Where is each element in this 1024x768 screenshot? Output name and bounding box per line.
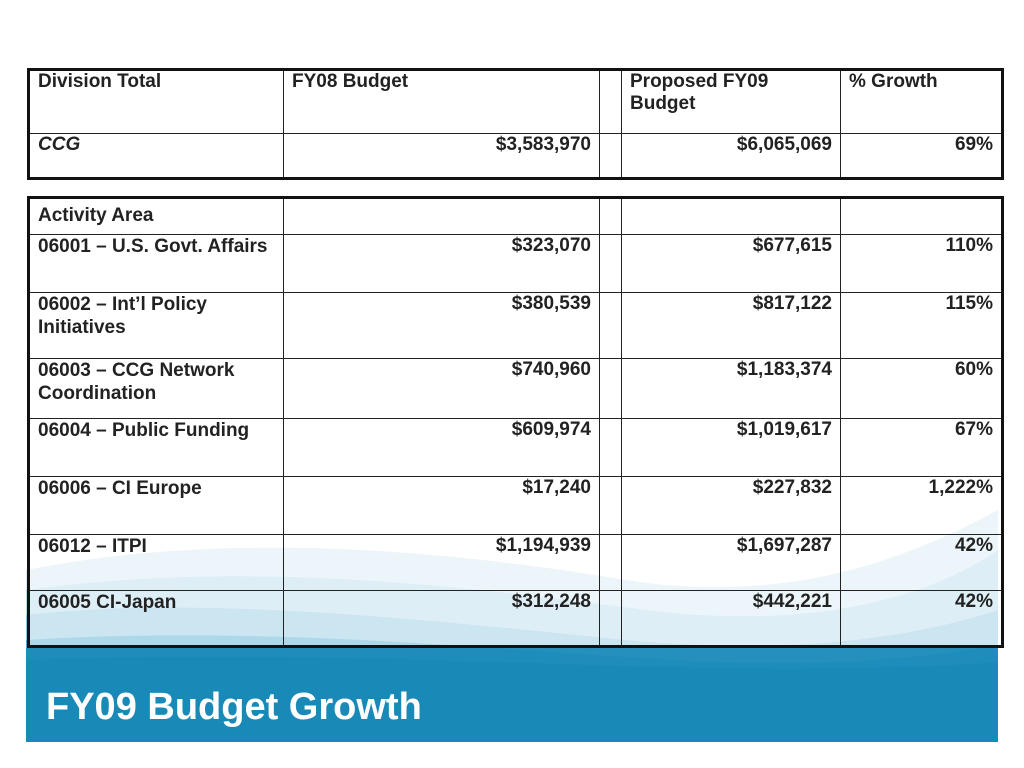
fy08-value: $1,194,939 xyxy=(283,534,600,591)
table-header-row: Division Total FY08 Budget Proposed FY09… xyxy=(28,69,1003,134)
table-row: 06004 – Public Funding $609,974 $1,019,6… xyxy=(28,418,1003,477)
table-row: 06003 – CCG Network Coordination $740,96… xyxy=(28,358,1003,419)
row-spacer xyxy=(599,590,622,647)
activity-header-row: Activity Area xyxy=(28,197,1003,235)
row-spacer xyxy=(599,234,622,293)
fy08-value: $312,248 xyxy=(283,590,600,647)
row-spacer xyxy=(599,534,622,591)
row-spacer xyxy=(599,292,622,359)
header-activity-area: Activity Area xyxy=(28,197,284,235)
table-row: 06012 – ITPI $1,194,939 $1,697,287 42% xyxy=(28,534,1003,591)
fy09-value: $6,065,069 xyxy=(621,133,841,179)
activity-name: 06003 – CCG Network Coordination xyxy=(28,358,284,419)
fy09-value: $677,615 xyxy=(621,234,841,293)
row-spacer xyxy=(599,358,622,419)
header-spacer xyxy=(599,197,622,235)
table-row: 06001 – U.S. Govt. Affairs $323,070 $677… xyxy=(28,234,1003,293)
growth-value: 67% xyxy=(840,418,1003,477)
activity-name: 06012 – ITPI xyxy=(28,534,284,591)
growth-value: 115% xyxy=(840,292,1003,359)
activity-name: 06006 – CI Europe xyxy=(28,476,284,535)
activity-area-table: Activity Area 06001 – U.S. Govt. Affairs… xyxy=(27,196,1004,648)
table-row: 06002 – Int’l Policy Initiatives $380,53… xyxy=(28,292,1003,359)
fy09-value: $1,183,374 xyxy=(621,358,841,419)
fy09-value: $817,122 xyxy=(621,292,841,359)
fy08-value: $3,583,970 xyxy=(283,133,600,179)
fy08-value: $609,974 xyxy=(283,418,600,477)
fy09-value: $442,221 xyxy=(621,590,841,647)
growth-value: 110% xyxy=(840,234,1003,293)
fy09-value: $227,832 xyxy=(621,476,841,535)
division-name: CCG xyxy=(28,133,284,179)
growth-value: 1,222% xyxy=(840,476,1003,535)
fy08-value: $323,070 xyxy=(283,234,600,293)
slide-title: FY09 Budget Growth xyxy=(46,686,422,728)
activity-name: 06004 – Public Funding xyxy=(28,418,284,477)
fy08-value: $17,240 xyxy=(283,476,600,535)
header-proposed-fy09: Proposed FY09 Budget xyxy=(621,69,841,134)
table-row: CCG $3,583,970 $6,065,069 69% xyxy=(28,133,1003,179)
fy09-value: $1,019,617 xyxy=(621,418,841,477)
table-row: 06005 CI-Japan $312,248 $442,221 42% xyxy=(28,590,1003,647)
growth-value: 69% xyxy=(840,133,1003,179)
row-spacer xyxy=(599,476,622,535)
activity-name: 06005 CI-Japan xyxy=(28,590,284,647)
growth-value: 60% xyxy=(840,358,1003,419)
header-division-total: Division Total xyxy=(28,69,284,134)
growth-value: 42% xyxy=(840,534,1003,591)
header-spacer xyxy=(599,69,622,134)
fy09-value: $1,697,287 xyxy=(621,534,841,591)
growth-value: 42% xyxy=(840,590,1003,647)
row-spacer xyxy=(599,418,622,477)
fy08-value: $740,960 xyxy=(283,358,600,419)
activity-name: 06002 – Int’l Policy Initiatives xyxy=(28,292,284,359)
table-row: 06006 – CI Europe $17,240 $227,832 1,222… xyxy=(28,476,1003,535)
fy08-value: $380,539 xyxy=(283,292,600,359)
row-spacer xyxy=(599,133,622,179)
header-empty-cell xyxy=(840,197,1003,235)
header-empty-cell xyxy=(621,197,841,235)
header-growth: % Growth xyxy=(840,69,1003,134)
division-total-table: Division Total FY08 Budget Proposed FY09… xyxy=(27,68,1004,180)
header-empty-cell xyxy=(283,197,600,235)
activity-name: 06001 – U.S. Govt. Affairs xyxy=(28,234,284,293)
header-fy08-budget: FY08 Budget xyxy=(283,69,600,134)
